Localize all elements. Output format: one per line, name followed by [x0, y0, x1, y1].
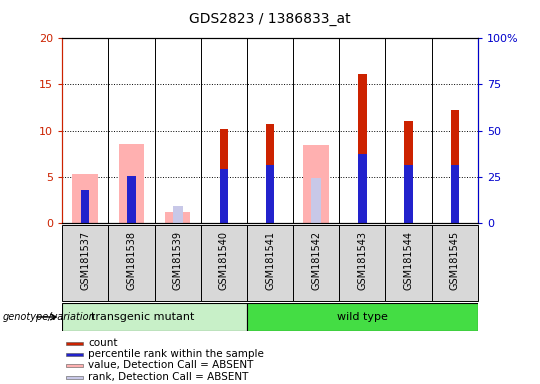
- Bar: [247, 225, 293, 301]
- Text: rank, Detection Call = ABSENT: rank, Detection Call = ABSENT: [89, 372, 249, 382]
- Bar: [66, 342, 83, 345]
- Text: GSM181544: GSM181544: [403, 231, 414, 290]
- Bar: [66, 364, 83, 367]
- Text: GDS2823 / 1386833_at: GDS2823 / 1386833_at: [189, 12, 351, 25]
- Bar: [404, 165, 413, 223]
- Bar: [154, 225, 201, 301]
- Bar: [266, 165, 274, 223]
- Bar: [266, 124, 274, 223]
- Text: GSM181541: GSM181541: [265, 231, 275, 290]
- Text: GSM181545: GSM181545: [450, 231, 460, 290]
- Bar: [220, 169, 228, 223]
- Bar: [201, 225, 247, 301]
- Bar: [66, 376, 83, 379]
- Bar: [293, 225, 339, 301]
- Bar: [451, 110, 459, 223]
- Bar: [358, 74, 367, 223]
- Bar: [109, 225, 154, 301]
- Bar: [127, 176, 136, 223]
- Bar: [172, 206, 183, 223]
- Bar: [66, 353, 83, 356]
- Text: count: count: [89, 338, 118, 348]
- Text: GSM181538: GSM181538: [126, 231, 137, 290]
- Bar: [247, 303, 478, 331]
- Text: value, Detection Call = ABSENT: value, Detection Call = ABSENT: [89, 361, 254, 371]
- Bar: [62, 225, 109, 301]
- Text: GSM181542: GSM181542: [311, 231, 321, 290]
- Text: percentile rank within the sample: percentile rank within the sample: [89, 349, 264, 359]
- Text: GSM181539: GSM181539: [173, 231, 183, 290]
- Bar: [220, 129, 228, 223]
- Text: GSM181543: GSM181543: [357, 231, 367, 290]
- Bar: [358, 154, 367, 223]
- Bar: [431, 225, 478, 301]
- Bar: [119, 144, 144, 223]
- Bar: [62, 303, 247, 331]
- Bar: [165, 212, 190, 223]
- Text: GSM181540: GSM181540: [219, 231, 229, 290]
- Bar: [311, 177, 321, 223]
- Bar: [386, 225, 431, 301]
- Bar: [451, 165, 459, 223]
- Bar: [72, 174, 98, 223]
- Bar: [303, 145, 329, 223]
- Text: genotype/variation: genotype/variation: [3, 312, 96, 322]
- Text: transgenic mutant: transgenic mutant: [91, 312, 194, 322]
- Bar: [339, 225, 386, 301]
- Text: wild type: wild type: [337, 312, 388, 322]
- Bar: [404, 121, 413, 223]
- Bar: [81, 190, 89, 223]
- Text: GSM181537: GSM181537: [80, 231, 90, 290]
